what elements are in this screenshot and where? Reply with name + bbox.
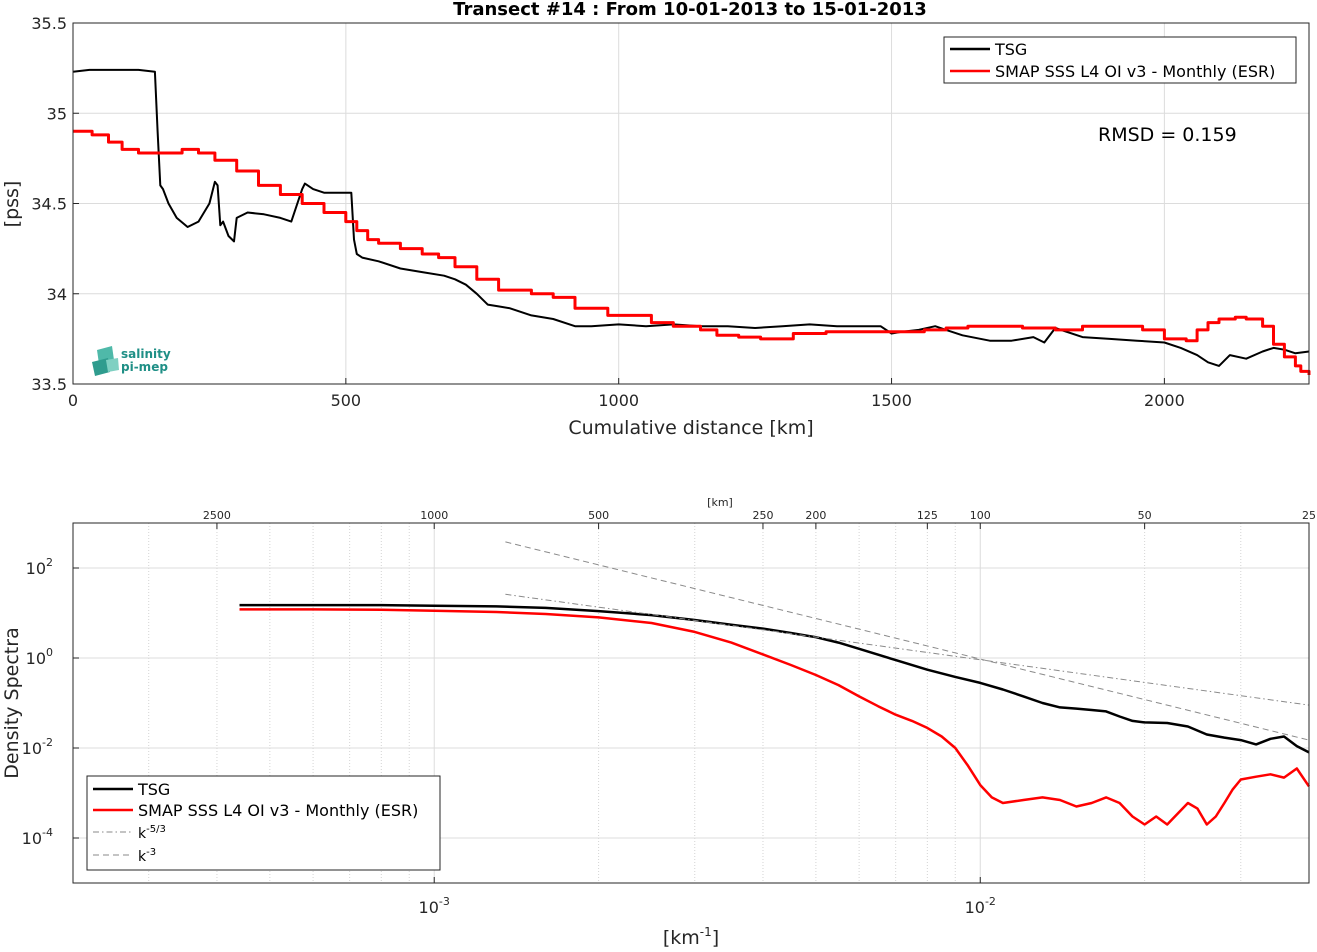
legend-smap: SMAP SSS L4 OI v3 - Monthly (ESR) (995, 62, 1275, 81)
spectra-top-tick-label: 125 (917, 509, 938, 522)
transect-legend: TSG SMAP SSS L4 OI v3 - Monthly (ESR) (943, 36, 1297, 84)
salinity-pi-mep-logo: salinity pi-mep (92, 346, 171, 376)
legend-k3: k-3 (138, 847, 156, 865)
legend-tsg: TSG (994, 40, 1027, 59)
spectra-series (239, 541, 1311, 826)
transect-xtick-label: 1000 (598, 391, 639, 410)
transect-xlabel: Cumulative distance [km] (568, 417, 813, 439)
transect-ytick-label: 35.5 (31, 14, 67, 33)
spectra-top-tick-label: 1000 (420, 509, 448, 522)
spectra-ytick-label: 102 (26, 556, 53, 578)
transect-xtick-label: 1500 (871, 391, 912, 410)
spectra-ylabel: Density Spectra (1, 627, 23, 778)
transect-ytick-label: 34.5 (31, 195, 67, 214)
spectra-series-line (239, 608, 1311, 826)
transect-ytick-label: 33.5 (31, 375, 67, 394)
transect-xtick-label: 2000 (1144, 391, 1185, 410)
transect-ticks: 0 500 1000 1500 2000 33.5 34 34.5 35 35.5 (31, 14, 1184, 410)
spectra-ticks: 10-3 10-2 10-4 10-2 100 102 2500 1000 500 250 200 1… (22, 509, 1316, 917)
spectra-ytick-label: 100 (26, 646, 53, 668)
spectra-series-line (505, 593, 1310, 706)
spectra-ytick-label: 10-2 (22, 736, 53, 758)
spectra-xtick-label: 10-3 (419, 895, 450, 917)
spectra-top-tick-label: 200 (805, 509, 826, 522)
transect-ytick-label: 35 (47, 104, 67, 123)
logo-line1: salinity (121, 347, 171, 361)
spectra-ytick-label: 10-4 (22, 826, 53, 848)
transect-xtick-label: 0 (68, 391, 78, 410)
spectra-top-tick-label: 2500 (203, 509, 231, 522)
spectra-xlabel: [km-1] (663, 925, 719, 948)
transect-series (72, 68, 1311, 375)
spectra-series-line (505, 541, 1310, 741)
legend-k53: k-5/3 (138, 824, 166, 842)
spectra-top-tick-label: 250 (752, 509, 773, 522)
transect-ytick-label: 34 (47, 285, 67, 304)
spectra-top-tick-label: 50 (1138, 509, 1152, 522)
chart-title: Transect #14 : From 10-01-2013 to 15-01-… (453, 0, 927, 20)
logo-line2: pi-mep (121, 360, 168, 374)
spectra-xtick-label: 10-2 (965, 895, 996, 917)
spectra-series-line (239, 603, 1310, 754)
spectra-chart: 10-3 10-2 10-4 10-2 100 102 2500 1000 500 250 200 1… (1, 496, 1316, 949)
transect-chart: Transect #14 : From 10-01-2013 to 15-01-… (1, 0, 1311, 439)
spectra-legend: TSG SMAP SSS L4 OI v3 - Monthly (ESR) k-… (86, 775, 441, 871)
legend-tsg-spectra: TSG (137, 780, 170, 799)
spectra-top-tick-label: 100 (970, 509, 991, 522)
transect-xtick-label: 500 (331, 391, 362, 410)
legend-smap-spectra: SMAP SSS L4 OI v3 - Monthly (ESR) (138, 801, 418, 820)
spectra-top-tick-label: 500 (588, 509, 609, 522)
transect-series-line (73, 129, 1311, 375)
spectra-top-axis-label: [km] (707, 496, 733, 509)
spectra-axes-box (72, 522, 1310, 884)
transect-ylabel: [pss] (1, 181, 23, 228)
rmsd-annotation: RMSD = 0.159 (1098, 124, 1237, 146)
transect-series-line (72, 68, 1310, 367)
spectra-top-tick-label: 25 (1302, 509, 1316, 522)
